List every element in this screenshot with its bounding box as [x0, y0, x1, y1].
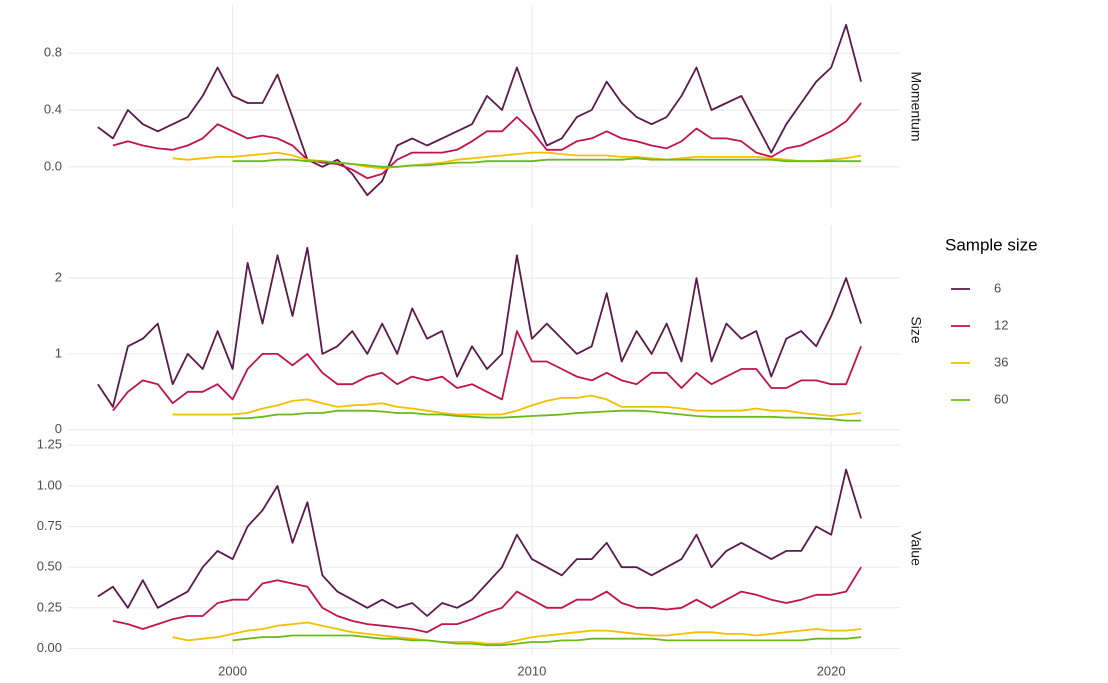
series-line: [172, 151, 862, 170]
series-line: [112, 330, 862, 412]
series-line: [97, 24, 862, 197]
y-tick-label: 1: [55, 345, 62, 360]
legend-label: 36: [994, 354, 1008, 369]
y-tick-label: 0.0: [44, 158, 62, 173]
legend-title: Sample size: [945, 235, 1038, 254]
strip-label: Momentum: [908, 71, 924, 141]
series-line: [172, 621, 862, 645]
strip-label: Value: [908, 531, 924, 566]
series-line: [97, 246, 862, 408]
series-line: [112, 102, 862, 180]
y-tick-label: 0.00: [37, 640, 62, 655]
series-line: [232, 634, 862, 647]
series-line: [97, 468, 862, 617]
series-line: [232, 409, 862, 422]
strip-label: Size: [908, 316, 924, 343]
y-tick-label: 0.50: [37, 559, 62, 574]
y-tick-label: 0: [55, 421, 62, 436]
series-line: [112, 566, 862, 634]
y-tick-label: 0.75: [37, 518, 62, 533]
series-line: [172, 394, 862, 417]
y-tick-label: 1.25: [37, 437, 62, 452]
series-line: [232, 157, 862, 168]
y-tick-label: 0.4: [44, 101, 62, 116]
y-tick-label: 0.8: [44, 45, 62, 60]
legend-label: 6: [994, 280, 1001, 295]
y-tick-label: 1.00: [37, 477, 62, 492]
y-tick-label: 2: [55, 270, 62, 285]
y-tick-label: 0.25: [37, 599, 62, 614]
x-tick-label: 2020: [817, 663, 846, 678]
x-tick-label: 2000: [218, 663, 247, 678]
x-tick-label: 2010: [517, 663, 546, 678]
legend-label: 12: [994, 317, 1008, 332]
legend-label: 60: [994, 391, 1008, 406]
